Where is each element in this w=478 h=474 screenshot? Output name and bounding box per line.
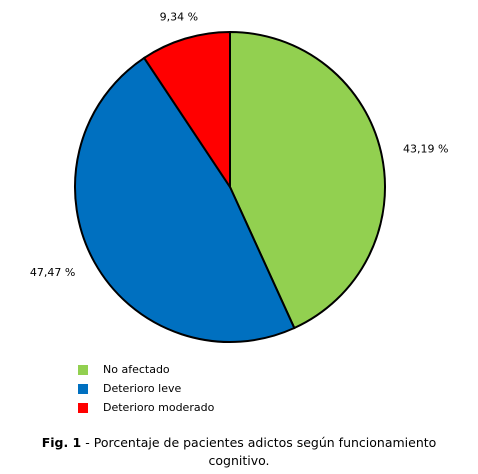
legend-swatch bbox=[78, 384, 88, 394]
data-label: 9,34 % bbox=[160, 11, 198, 24]
legend-label: Deterioro leve bbox=[103, 382, 181, 395]
legend-swatch bbox=[78, 403, 88, 413]
caption: Fig. 1 - Porcentaje de pacientes adictos… bbox=[14, 434, 464, 470]
legend-label: No afectado bbox=[103, 363, 170, 376]
legend-label: Deterioro moderado bbox=[103, 401, 215, 414]
pie-slice bbox=[229, 30, 386, 330]
chart: 43,19 % 47,47 % 9,34 % No afectado Deterioro… bbox=[30, 11, 449, 414]
data-label: 43,19 % bbox=[403, 142, 448, 155]
caption-text: - Porcentaje de pacientes adictos según … bbox=[85, 435, 437, 468]
pie-slice bbox=[142, 30, 231, 191]
figure-label: Fig. 1 bbox=[41, 435, 82, 450]
pie-slice bbox=[74, 56, 296, 343]
data-label: 47,47 % bbox=[30, 266, 75, 279]
legend-swatch bbox=[78, 365, 88, 375]
